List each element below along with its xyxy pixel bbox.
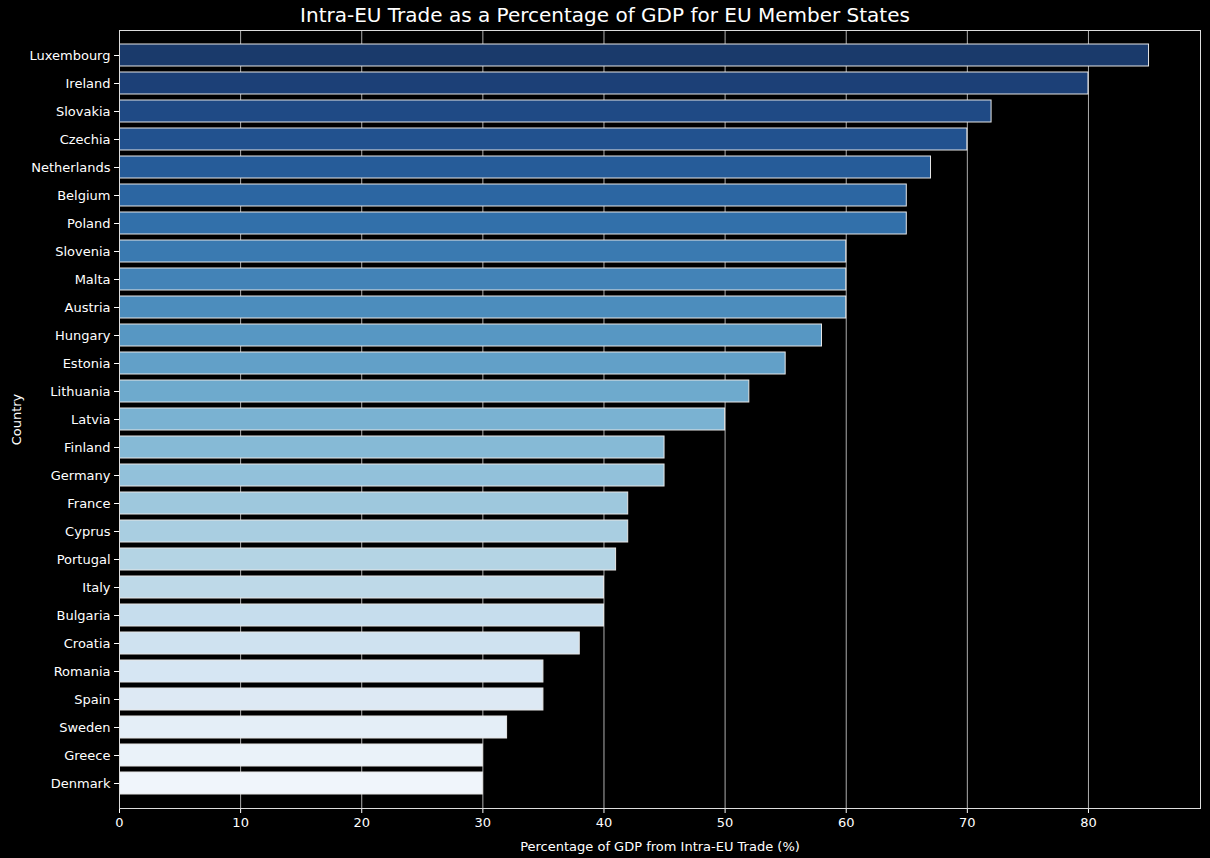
- svg-text:Bulgaria: Bulgaria: [57, 608, 111, 623]
- svg-text:80: 80: [1080, 815, 1097, 830]
- svg-text:Malta: Malta: [75, 272, 111, 287]
- svg-text:50: 50: [717, 815, 734, 830]
- svg-text:Slovenia: Slovenia: [55, 244, 110, 259]
- svg-text:Portugal: Portugal: [57, 552, 111, 567]
- svg-text:Netherlands: Netherlands: [31, 160, 110, 175]
- svg-text:Country: Country: [9, 393, 24, 445]
- svg-text:70: 70: [959, 815, 976, 830]
- svg-text:10: 10: [232, 815, 249, 830]
- svg-text:Finland: Finland: [64, 440, 110, 455]
- svg-text:Latvia: Latvia: [71, 412, 111, 427]
- svg-text:Greece: Greece: [64, 748, 110, 763]
- svg-text:0: 0: [115, 815, 123, 830]
- svg-text:Belgium: Belgium: [57, 188, 110, 203]
- svg-text:Croatia: Croatia: [64, 636, 111, 651]
- svg-text:Hungary: Hungary: [55, 328, 111, 343]
- svg-text:Spain: Spain: [74, 692, 110, 707]
- svg-text:Romania: Romania: [54, 664, 111, 679]
- svg-text:20: 20: [353, 815, 370, 830]
- html-text:Intra-EU Trade as a Percentage: Intra-EU Trade as a Percentage of GDP fo…: [300, 3, 910, 27]
- svg-text:Austria: Austria: [65, 300, 111, 315]
- svg-text:Denmark: Denmark: [51, 776, 111, 791]
- svg-text:Ireland: Ireland: [66, 76, 111, 91]
- svg-text:60: 60: [838, 815, 855, 830]
- svg-text:30: 30: [475, 815, 492, 830]
- svg-text:Lithuania: Lithuania: [50, 384, 110, 399]
- svg-text:France: France: [67, 496, 110, 511]
- svg-text:Italy: Italy: [82, 580, 111, 595]
- svg-text:Cyprus: Cyprus: [65, 524, 111, 539]
- svg-text:Germany: Germany: [51, 468, 111, 483]
- svg-text:Slovakia: Slovakia: [56, 104, 111, 119]
- svg-text:Estonia: Estonia: [63, 356, 111, 371]
- svg-text:Czechia: Czechia: [60, 132, 111, 147]
- svg-text:Poland: Poland: [67, 216, 110, 231]
- svg-text:Sweden: Sweden: [59, 720, 110, 735]
- svg-text:40: 40: [596, 815, 613, 830]
- svg-text:Percentage of GDP from Intra-E: Percentage of GDP from Intra-EU Trade (%…: [520, 839, 800, 854]
- svg-text:Luxembourg: Luxembourg: [29, 48, 110, 63]
